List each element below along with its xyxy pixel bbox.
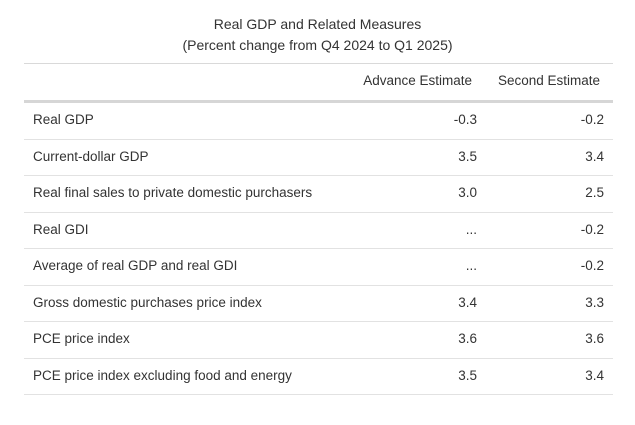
second-estimate-value: -0.2 bbox=[580, 258, 604, 273]
table-row: Real final sales to private domestic pur… bbox=[24, 176, 613, 213]
table-row: PCE price index 3.6 3.6 bbox=[24, 322, 613, 359]
row-label: Average of real GDP and real GDI bbox=[33, 258, 238, 273]
table-row: Average of real GDP and real GDI ... -0.… bbox=[24, 249, 613, 286]
second-estimate-value: 3.4 bbox=[585, 367, 604, 383]
table-row: Real GDI ... -0.2 bbox=[24, 213, 613, 249]
advance-estimate-value: 3.0 bbox=[458, 185, 477, 200]
second-estimate-value: 2.5 bbox=[585, 185, 604, 200]
second-estimate-value: 3.3 bbox=[585, 294, 604, 310]
table-row: Current-dollar GDP 3.5 3.4 bbox=[24, 140, 613, 176]
advance-estimate-value: ... bbox=[465, 258, 477, 273]
column-header-advance-estimate: Advance Estimate bbox=[363, 73, 472, 88]
row-label: PCE price index bbox=[33, 331, 130, 346]
second-estimate-value: -0.2 bbox=[580, 112, 604, 127]
row-label: Real GDP bbox=[33, 112, 94, 127]
table-title: Real GDP and Related Measures bbox=[213, 16, 422, 32]
second-estimate-value: 3.4 bbox=[585, 148, 604, 164]
table-header-row: Advance Estimate Second Estimate bbox=[24, 64, 613, 103]
table-row: PCE price index excluding food and energ… bbox=[24, 359, 613, 395]
row-label: Current-dollar GDP bbox=[33, 148, 149, 164]
column-header-second-estimate: Second Estimate bbox=[497, 73, 600, 88]
table-subtitle: (Percent change from Q4 2024 to Q1 2025) bbox=[182, 37, 453, 53]
advance-estimate-value: 3.5 bbox=[458, 148, 477, 164]
row-label: Gross domestic purchases price index bbox=[33, 294, 262, 310]
second-estimate-value: 3.6 bbox=[585, 331, 604, 346]
table-row: Real GDP -0.3 -0.2 bbox=[24, 103, 613, 140]
row-label: PCE price index excluding food and energ… bbox=[33, 367, 292, 383]
row-label: Real GDI bbox=[33, 221, 89, 237]
advance-estimate-value: ... bbox=[465, 221, 477, 237]
second-estimate-value: -0.2 bbox=[580, 221, 604, 237]
advance-estimate-value: 3.5 bbox=[458, 367, 477, 383]
advance-estimate-value: 3.4 bbox=[458, 294, 477, 310]
table-row: Gross domestic purchases price index 3.4… bbox=[24, 286, 613, 322]
advance-estimate-value: 3.6 bbox=[458, 331, 477, 346]
top-divider bbox=[24, 63, 613, 64]
row-label: Real final sales to private domestic pur… bbox=[33, 185, 313, 200]
advance-estimate-value: -0.3 bbox=[453, 112, 477, 127]
table-body: Real GDP -0.3 -0.2 Current-dollar GDP 3.… bbox=[24, 103, 613, 395]
